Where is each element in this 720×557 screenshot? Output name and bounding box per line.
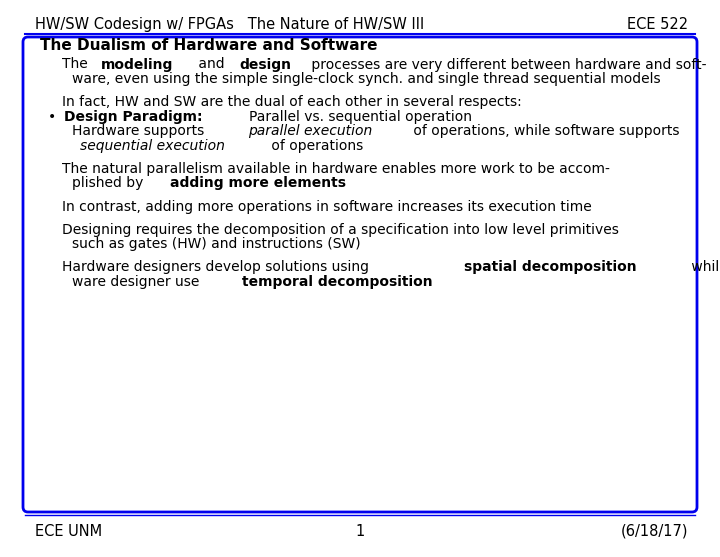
Text: parallel execution: parallel execution (248, 124, 372, 138)
Text: (6/18/17): (6/18/17) (621, 524, 688, 539)
Text: The Dualism of Hardware and Software: The Dualism of Hardware and Software (40, 38, 377, 53)
Text: ware designer use: ware designer use (72, 275, 204, 289)
Text: plished by: plished by (72, 177, 148, 190)
Text: In fact, HW and SW are the dual of each other in several respects:: In fact, HW and SW are the dual of each … (62, 95, 522, 109)
Text: of operations, while software supports: of operations, while software supports (409, 124, 679, 138)
Text: Parallel vs. sequential operation: Parallel vs. sequential operation (249, 110, 472, 124)
Text: processes are very different between hardware and soft-: processes are very different between har… (307, 57, 706, 71)
Text: Hardware supports: Hardware supports (72, 124, 209, 138)
FancyBboxPatch shape (23, 37, 697, 512)
Text: temporal decomposition: temporal decomposition (242, 275, 433, 289)
Text: modeling: modeling (101, 57, 174, 71)
Text: ECE UNM: ECE UNM (35, 524, 102, 539)
Text: design: design (240, 57, 292, 71)
Text: 1: 1 (356, 524, 364, 539)
Text: Designing requires the decomposition of a specification into low level primitive: Designing requires the decomposition of … (62, 223, 619, 237)
Text: ECE 522: ECE 522 (627, 17, 688, 32)
Text: and: and (194, 57, 229, 71)
Text: ware, even using the simple single-clock synch. and single thread sequential mod: ware, even using the simple single-clock… (72, 72, 661, 86)
Text: HW/SW Codesign w/ FPGAs   The Nature of HW/SW III: HW/SW Codesign w/ FPGAs The Nature of HW… (35, 17, 424, 32)
Text: of operations: of operations (267, 139, 363, 153)
Text: adding more elements: adding more elements (170, 177, 346, 190)
Text: such as gates (HW) and instructions (SW): such as gates (HW) and instructions (SW) (72, 237, 361, 251)
Text: The natural parallelism available in hardware enables more work to be accom-: The natural parallelism available in har… (62, 162, 610, 176)
Text: Design Paradigm:: Design Paradigm: (64, 110, 207, 124)
Text: In contrast, adding more operations in software increases its execution time: In contrast, adding more operations in s… (62, 199, 592, 213)
Text: sequential execution: sequential execution (80, 139, 225, 153)
Text: Hardware designers develop solutions using: Hardware designers develop solutions usi… (62, 261, 374, 275)
Text: spatial decomposition: spatial decomposition (464, 261, 636, 275)
Text: The: The (62, 57, 92, 71)
Text: •: • (48, 110, 60, 124)
Text: while soft-: while soft- (686, 261, 720, 275)
